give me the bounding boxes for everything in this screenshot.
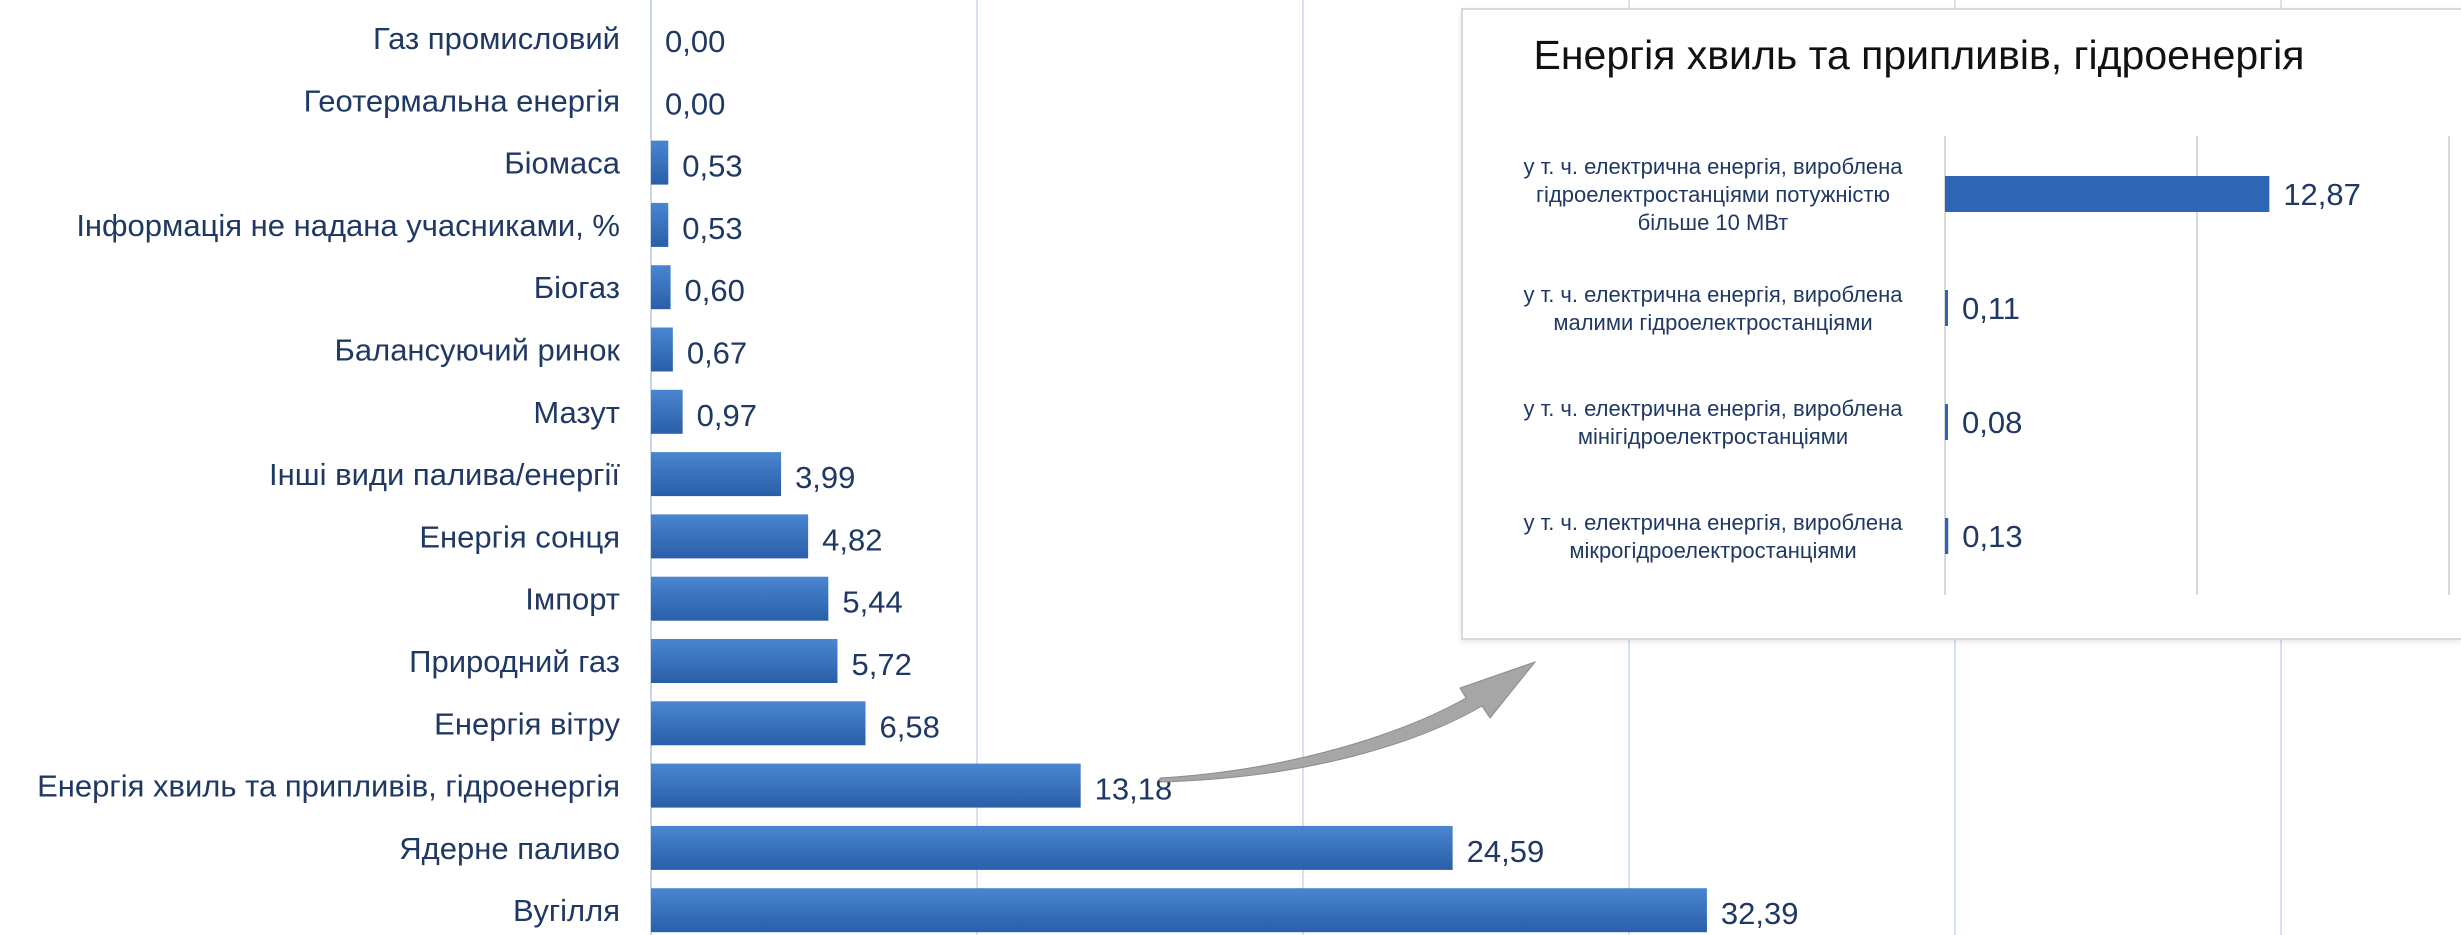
inset-category-label-line: у т. ч. електрична енергія, вироблена bbox=[1523, 510, 1903, 535]
main-category-label: Балансуючий ринок bbox=[335, 333, 621, 368]
inset-category-label-line: малими гідроелектростанціями bbox=[1553, 310, 1872, 335]
inset-category-label-line: мінігідроелектростанціями bbox=[1578, 424, 1848, 449]
inset-category-label-line: у т. ч. електрична енергія, вироблена bbox=[1523, 396, 1903, 421]
main-bar bbox=[651, 576, 829, 621]
main-bar bbox=[651, 888, 1707, 933]
inset-chart-panel: Енергія хвиль та припливів, гідроенергія… bbox=[1461, 8, 2461, 640]
main-value-label: 0,97 bbox=[697, 398, 757, 433]
inset-value-label: 0,11 bbox=[1962, 291, 2020, 326]
main-category-label: Енергія вітру bbox=[434, 706, 620, 741]
inset-category-label-line: у т. ч. електрична енергія, вироблена bbox=[1523, 282, 1903, 307]
inset-bar bbox=[1945, 404, 1948, 440]
main-value-label: 32,39 bbox=[1721, 896, 1799, 931]
inset-category-label: у т. ч. електрична енергія, вироблена мін… bbox=[1523, 396, 1903, 449]
main-bar bbox=[651, 701, 866, 746]
main-category-label: Енергія сонця bbox=[419, 519, 620, 554]
main-value-label: 13,18 bbox=[1095, 772, 1173, 807]
main-category-label: Геотермальна енергія bbox=[304, 83, 620, 118]
main-value-label: 5,72 bbox=[851, 647, 911, 682]
inset-bar bbox=[1945, 176, 2270, 212]
main-bar bbox=[651, 140, 669, 185]
main-bar bbox=[651, 763, 1081, 808]
inset-category-label-line: більше 10 МВт bbox=[1638, 210, 1789, 235]
inset-category-label-line: у т. ч. електрична енергія, вироблена bbox=[1523, 154, 1903, 179]
inset-category-label: у т. ч. електрична енергія, вироблена мал… bbox=[1523, 282, 1903, 335]
inset-category-label: у т. ч. електрична енергія, вироблена мік… bbox=[1523, 510, 1903, 563]
main-category-label: Ядерне паливо bbox=[399, 831, 620, 866]
inset-bar bbox=[1945, 290, 1948, 326]
inset-category-label-line: мікрогідроелектростанціями bbox=[1569, 538, 1856, 563]
inset-value-label: 0,13 bbox=[1962, 519, 2022, 554]
inset-bar-chart: у т. ч. електрична енергія, вироблена гід… bbox=[1523, 136, 2450, 595]
main-value-label: 4,82 bbox=[822, 522, 882, 557]
inset-chart-title: Енергія хвиль та припливів, гідроенергія bbox=[1533, 32, 2305, 78]
main-value-label: 6,58 bbox=[880, 709, 940, 744]
inset-value-label: 12,87 bbox=[2283, 177, 2361, 212]
main-category-label: Енергія хвиль та припливів, гідроенергія bbox=[37, 769, 620, 804]
main-category-label: Біомаса bbox=[504, 146, 621, 181]
main-bar bbox=[651, 825, 1453, 870]
main-value-label: 0,53 bbox=[682, 149, 742, 184]
main-bar bbox=[651, 514, 809, 559]
inset-value-label: 0,08 bbox=[1962, 405, 2022, 440]
main-bar bbox=[651, 452, 782, 497]
inset-category-label: у т. ч. електрична енергія, вироблена гід… bbox=[1523, 154, 1903, 235]
main-category-label: Мазут bbox=[533, 395, 620, 430]
main-value-label: 5,44 bbox=[842, 585, 902, 620]
main-category-label: Природний газ bbox=[409, 644, 620, 679]
main-bar bbox=[651, 639, 838, 683]
main-value-label: 0,00 bbox=[665, 24, 725, 59]
main-value-label: 0,00 bbox=[665, 86, 725, 121]
main-value-label: 0,53 bbox=[682, 211, 742, 246]
main-category-label: Газ промисловий bbox=[373, 21, 620, 56]
main-category-label: Біогаз bbox=[534, 270, 620, 305]
main-bar bbox=[651, 265, 671, 310]
main-value-label: 24,59 bbox=[1467, 834, 1545, 869]
inset-category-label-line: гідроелектростанціями потужністю bbox=[1536, 182, 1890, 207]
main-bar bbox=[651, 202, 669, 247]
inset-bar bbox=[1945, 518, 1949, 554]
main-category-label: Вугілля bbox=[513, 893, 620, 928]
main-value-label: 0,60 bbox=[685, 273, 745, 308]
main-value-label: 0,67 bbox=[687, 336, 747, 371]
main-bar bbox=[651, 389, 683, 434]
main-category-label: Інші види палива/енергії bbox=[269, 457, 620, 492]
main-bar bbox=[651, 327, 673, 372]
main-category-label: Імпорт bbox=[525, 582, 620, 617]
main-category-label: Інформація не надана учасниками, % bbox=[76, 208, 620, 243]
main-value-label: 3,99 bbox=[795, 460, 855, 495]
